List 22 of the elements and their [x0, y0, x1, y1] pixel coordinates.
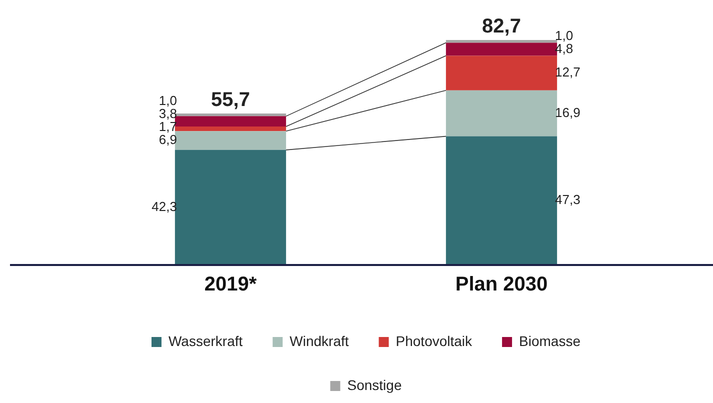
bar	[174, 116, 286, 127]
data-label: 1,0	[555, 28, 574, 43]
legend-label: Windkraft	[290, 332, 349, 349]
bar	[174, 150, 286, 265]
bar	[174, 131, 286, 150]
bar	[446, 40, 558, 43]
legend-label: Biomasse	[519, 332, 581, 349]
bar	[174, 113, 286, 116]
data-label: 16,9	[555, 104, 580, 120]
data-label: 3,8	[158, 106, 177, 122]
x-tick-label: 2019*	[204, 274, 257, 296]
total-label: 82,7	[482, 16, 521, 38]
bar	[446, 56, 558, 90]
legend-label: Photovoltaik	[396, 332, 474, 349]
legend-label: Sonstige	[347, 376, 402, 393]
legend-label: Wasserkraft	[168, 332, 243, 349]
total-label: 55,7	[211, 88, 250, 111]
data-label: 6,9	[158, 132, 177, 148]
x-tick-label: Plan 2030	[455, 274, 548, 296]
bar	[174, 126, 286, 132]
bar	[446, 90, 558, 136]
data-label: 1,0	[158, 93, 177, 108]
